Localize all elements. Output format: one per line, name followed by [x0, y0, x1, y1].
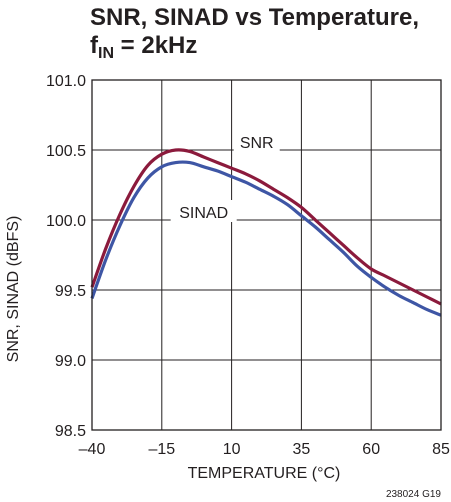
- x-tick-label: 35: [293, 441, 311, 458]
- annotation-layer: SNR SINAD: [171, 130, 280, 222]
- series-annotation-label: SINAD: [179, 205, 228, 222]
- x-tick-label: –40: [79, 441, 106, 458]
- y-tick-label: 99.5: [55, 283, 86, 300]
- y-tick-label: 100.0: [46, 213, 86, 230]
- x-tick-label: 85: [432, 441, 450, 458]
- y-tick-label: 100.5: [46, 143, 86, 160]
- series-line-snr: [92, 150, 441, 304]
- x-axis-label: TEMPERATURE (°C): [188, 465, 341, 482]
- x-tick-label: 60: [362, 441, 380, 458]
- x-tick-label: 10: [223, 441, 241, 458]
- x-tick-label: –15: [148, 441, 175, 458]
- y-tick-label: 99.0: [55, 353, 86, 370]
- y-axis-label: SNR, SINAD (dBFS): [5, 216, 22, 363]
- figure-id: 238024 G19: [386, 489, 441, 500]
- y-tick-label: 101.0: [46, 73, 86, 90]
- series-annotation-label: SNR: [240, 135, 274, 152]
- y-tick-label: 98.5: [55, 423, 86, 440]
